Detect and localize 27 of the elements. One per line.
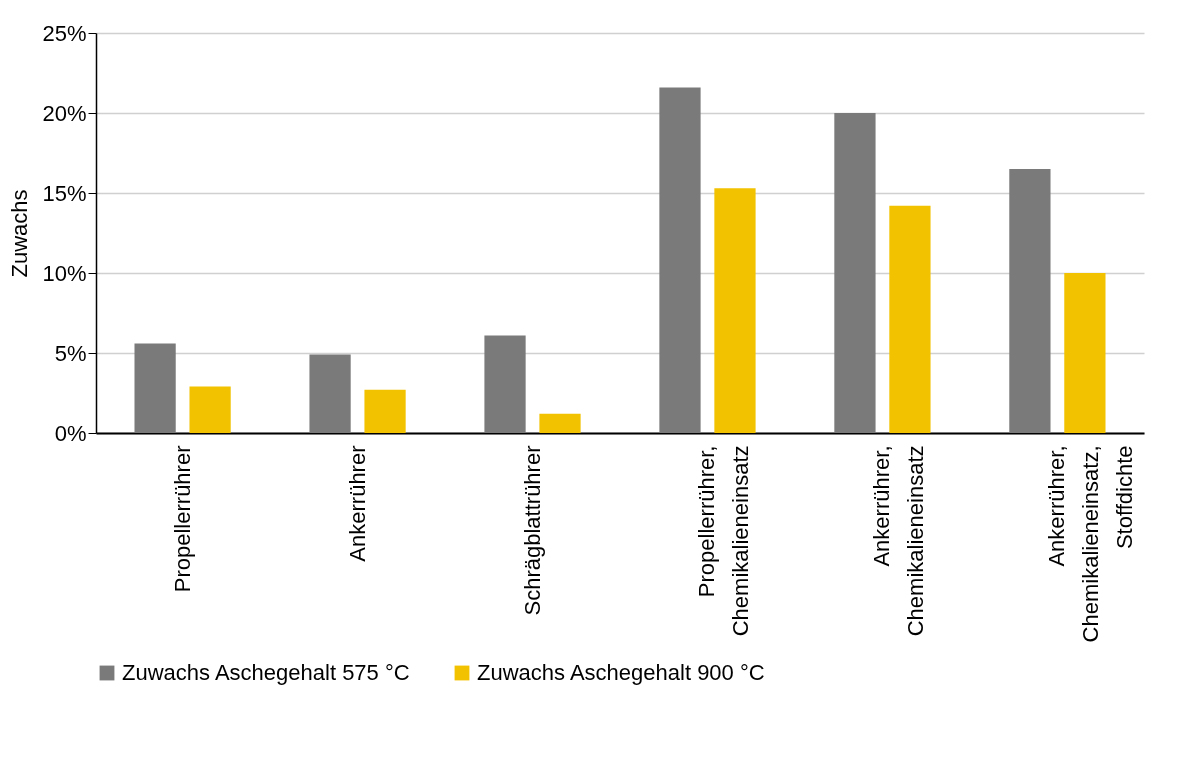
- x-tick-label: Ankerrührer, Chemikalieneinsatz, Stoffdichte: [1044, 445, 1138, 643]
- bar: [309, 354, 351, 433]
- bar: [834, 113, 876, 433]
- bar: [364, 389, 406, 433]
- bar: [1009, 169, 1051, 433]
- x-tick-label: Propellerrührer, Chemikalieneinsatz: [694, 445, 754, 637]
- bar: [659, 87, 701, 433]
- y-tick-label: 5%: [54, 340, 87, 366]
- y-tick-label: 25%: [42, 20, 87, 46]
- bar: [1064, 273, 1106, 433]
- x-tick-label: Schrägblattrührer: [519, 445, 545, 616]
- y-tick-label: 15%: [42, 180, 87, 206]
- legend-label: Zuwachs Aschegehalt 575 °C: [122, 660, 410, 685]
- y-axis-title: Zuwachs: [7, 189, 33, 278]
- bar: [189, 386, 231, 433]
- y-tick-label: 20%: [42, 100, 87, 126]
- y-tick-label: 0%: [54, 420, 87, 446]
- legend-label: Zuwachs Aschegehalt 900 °C: [477, 660, 765, 685]
- bar: [134, 343, 176, 433]
- bar: [714, 188, 756, 433]
- x-tick-label: Propellerrührer: [169, 445, 195, 593]
- bar: [539, 413, 581, 433]
- y-tick-label: 10%: [42, 260, 87, 286]
- bar: [889, 205, 931, 433]
- x-tick-label: Ankerrührer, Chemikalieneinsatz: [869, 445, 929, 637]
- x-tick-label: Ankerrührer: [344, 445, 370, 562]
- bar: [484, 335, 526, 433]
